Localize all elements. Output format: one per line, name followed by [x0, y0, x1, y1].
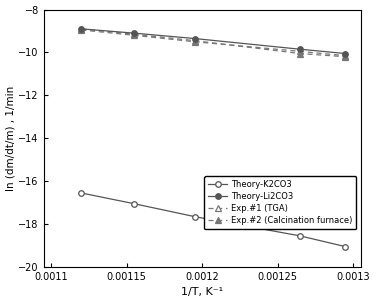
Y-axis label: ln (dm/dt/m) , 1/min: ln (dm/dt/m) , 1/min — [6, 86, 15, 191]
Legend: Theory-K2CO3, Theory-Li2CO3, Exp.#1 (TGA), Exp.#2 (Calcination furnace): Theory-K2CO3, Theory-Li2CO3, Exp.#1 (TGA… — [204, 176, 356, 229]
X-axis label: 1/T, K⁻¹: 1/T, K⁻¹ — [181, 288, 223, 298]
